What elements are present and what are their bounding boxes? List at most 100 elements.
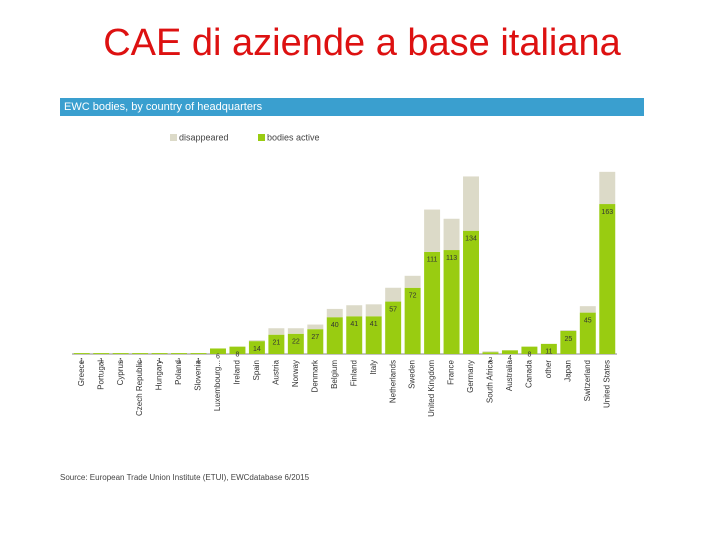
bar-segment (268, 334, 285, 354)
legend-label: disappeared (179, 132, 229, 142)
bar-segment (482, 352, 499, 354)
data-label: 1 (119, 358, 123, 365)
bar-segment (307, 329, 324, 354)
x-tick-label: other (544, 360, 553, 379)
bar-segment (326, 308, 343, 318)
bar-segment (385, 301, 402, 354)
bar-segment (93, 353, 110, 354)
bar-segment (73, 353, 90, 354)
data-label: 1 (80, 358, 84, 365)
data-label: 6 (216, 353, 220, 360)
bar-segment (248, 340, 265, 342)
bar-segment (287, 328, 304, 334)
x-tick-label: Poland (174, 360, 183, 385)
bar-segment (210, 348, 226, 354)
x-tick-label: Sweden (408, 360, 417, 389)
data-label: 8 (527, 351, 531, 358)
data-label: 111 (427, 257, 438, 264)
x-tick-label: Greece (77, 359, 86, 386)
bar-segment (599, 204, 616, 354)
bar-segment (151, 353, 168, 354)
bar-segment (404, 287, 421, 354)
bar-segment (365, 304, 382, 317)
bar-segment (365, 316, 382, 354)
chart-title: EWC bodies, by country of headquarters (64, 101, 263, 113)
bar-segment (287, 333, 304, 354)
bar-segment (171, 353, 188, 354)
bar-segment (521, 346, 538, 354)
bar-segment (560, 330, 577, 331)
x-tick-label: Ireland (233, 360, 242, 384)
x-tick-label: Cyprus (116, 360, 125, 385)
x-tick-label: Netherlands (388, 360, 397, 403)
bar-segment (579, 306, 596, 313)
x-tick-label: Hungary (155, 360, 164, 390)
bar-segment (443, 218, 460, 251)
x-tick-label: Slovenia (194, 359, 203, 390)
data-label: 163 (601, 209, 613, 216)
bar-segment (248, 341, 265, 354)
data-label: 27 (311, 334, 319, 341)
data-label: 1 (158, 358, 162, 365)
bar-segment (443, 250, 460, 354)
x-tick-label: Finland (349, 360, 358, 386)
data-label: 11 (545, 349, 552, 356)
data-label: 72 (409, 293, 417, 300)
data-label: 45 (584, 317, 592, 324)
x-tick-label: Belgium (330, 360, 339, 389)
data-label: 8 (235, 351, 239, 358)
x-tick-label: Czech Republic (135, 360, 144, 416)
data-label: 1 (138, 358, 142, 365)
bar-segment (463, 176, 479, 231)
data-label: 25 (564, 336, 572, 343)
bar-segment (540, 343, 557, 354)
data-label: 21 (272, 340, 280, 347)
bar-segment (560, 331, 577, 354)
data-label: 134 (465, 236, 477, 243)
legend-swatch (170, 134, 177, 141)
x-tick-label: Portugal (96, 360, 105, 390)
bar-segment (404, 275, 421, 288)
data-label: 57 (389, 306, 397, 313)
data-label: 1 (177, 358, 181, 365)
bar-segment (599, 171, 616, 205)
legend-label: bodies active (267, 132, 320, 142)
x-tick-label: South Africa (486, 359, 495, 403)
bar-segment (385, 287, 402, 302)
x-tick-label: Austria (271, 359, 280, 384)
data-label: 2 (489, 357, 493, 364)
data-label: 41 (370, 321, 378, 328)
data-label: 14 (253, 346, 261, 353)
x-tick-label: Switzerland (583, 360, 592, 401)
bar-segment (346, 316, 363, 354)
bar-segment (463, 230, 479, 354)
x-tick-label: Italy (369, 360, 378, 375)
x-tick-label: United Kingdom (427, 360, 436, 417)
x-tick-label: Norway (291, 360, 300, 387)
bar-segment (424, 251, 441, 354)
bar-segment (307, 324, 324, 330)
x-tick-label: Luxembourg... (213, 360, 222, 411)
chart-header (60, 98, 644, 116)
bar-segment (132, 353, 149, 354)
bar-segment (482, 351, 499, 353)
x-tick-label: United States (602, 360, 611, 408)
x-tick-label: Germany (466, 360, 475, 393)
bar-segment (112, 353, 129, 354)
source: Source: European Trade Union Institute (… (60, 473, 310, 482)
data-label: 22 (292, 339, 300, 346)
bar-segment (346, 305, 363, 317)
bar-segment (424, 209, 441, 252)
x-tick-label: Denmark (310, 359, 319, 392)
bar-segment (268, 328, 285, 335)
x-tick-label: Canada (525, 359, 534, 388)
data-label: 113 (446, 255, 457, 262)
bar-segment (190, 353, 207, 354)
data-label: 41 (350, 321, 358, 328)
bar-segment (579, 312, 596, 354)
x-tick-label: France (447, 359, 456, 384)
bar-segment (501, 350, 518, 354)
bar-segment (326, 317, 343, 354)
data-label: 40 (331, 322, 339, 329)
